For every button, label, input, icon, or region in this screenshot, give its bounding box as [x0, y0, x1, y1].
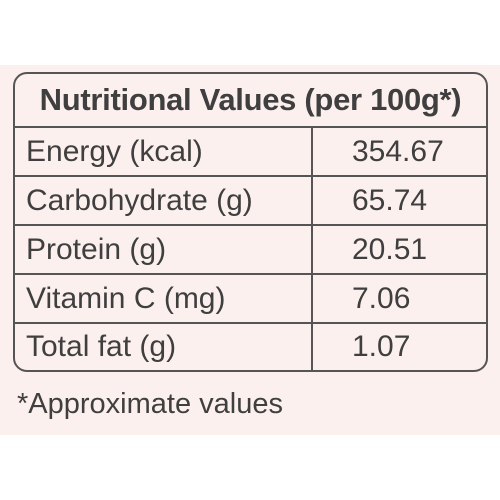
table-row-vitamin-c: Vitamin C (mg) 7.06: [15, 275, 486, 324]
footnote: *Approximate values: [17, 388, 283, 420]
table-row-energy: Energy (kcal) 354.67: [15, 128, 486, 177]
row-value: 7.06: [352, 281, 411, 315]
table-title: Nutritional Values (per 100g*): [15, 74, 486, 128]
table-row-total-fat: Total fat (g) 1.07: [15, 324, 486, 370]
table-row-carbohydrate: Carbohydrate (g) 65.74: [15, 177, 486, 226]
row-value: 20.51: [352, 232, 428, 266]
row-label: Carbohydrate (g): [15, 177, 313, 224]
row-label: Energy (kcal): [15, 128, 313, 175]
row-label: Total fat (g): [15, 324, 313, 370]
row-label: Vitamin C (mg): [15, 275, 313, 322]
row-value: 65.74: [352, 183, 428, 217]
row-value: 354.67: [352, 134, 444, 168]
nutrition-table: Nutritional Values (per 100g*) Energy (k…: [13, 72, 488, 372]
row-value: 1.07: [352, 330, 411, 363]
row-label: Protein (g): [15, 226, 313, 273]
table-row-protein: Protein (g) 20.51: [15, 226, 486, 275]
